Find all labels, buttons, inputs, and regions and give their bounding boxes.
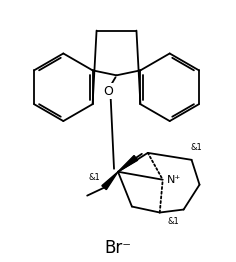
Text: Br⁻: Br⁻ [105, 239, 131, 257]
Text: &1: &1 [191, 143, 202, 152]
Polygon shape [118, 155, 138, 172]
Polygon shape [102, 172, 118, 190]
Text: &1: &1 [88, 173, 100, 182]
Text: O: O [104, 85, 114, 98]
Text: N⁺: N⁺ [167, 175, 181, 185]
Text: &1: &1 [168, 217, 180, 226]
